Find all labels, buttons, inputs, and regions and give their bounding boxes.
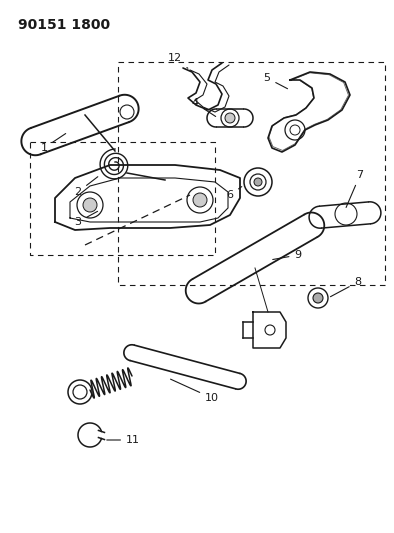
Circle shape	[313, 293, 323, 303]
Text: 1: 1	[41, 134, 66, 153]
Text: 8: 8	[331, 277, 362, 297]
Circle shape	[68, 380, 92, 404]
Circle shape	[225, 113, 235, 123]
Circle shape	[285, 120, 305, 140]
Circle shape	[120, 105, 134, 119]
Text: 4: 4	[191, 98, 216, 117]
Circle shape	[244, 168, 272, 196]
Text: 11: 11	[107, 435, 140, 445]
Circle shape	[83, 198, 97, 212]
Circle shape	[73, 385, 87, 399]
Text: 7: 7	[346, 170, 364, 207]
Circle shape	[290, 125, 300, 135]
Circle shape	[265, 325, 275, 335]
Text: 10: 10	[171, 379, 219, 403]
Text: 2: 2	[74, 177, 98, 197]
Text: 5: 5	[264, 73, 288, 88]
Circle shape	[187, 187, 213, 213]
Text: 90151 1800: 90151 1800	[18, 18, 110, 32]
Circle shape	[254, 178, 262, 186]
Circle shape	[77, 192, 103, 218]
Circle shape	[193, 193, 207, 207]
Text: 3: 3	[74, 211, 98, 227]
Circle shape	[221, 109, 239, 127]
Circle shape	[335, 203, 357, 225]
Text: 12: 12	[168, 53, 188, 68]
Text: 9: 9	[273, 250, 301, 260]
Circle shape	[308, 288, 328, 308]
Circle shape	[250, 174, 266, 190]
Text: 6: 6	[227, 187, 242, 200]
